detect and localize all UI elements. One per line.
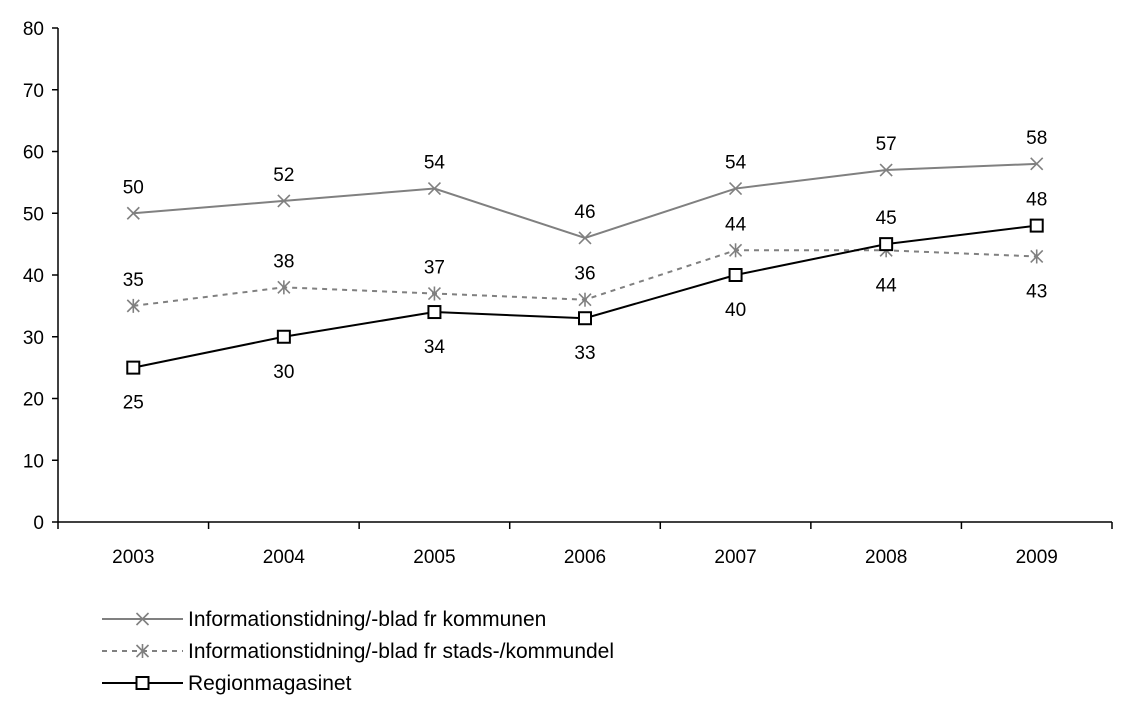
data-label-series-1: 46 — [574, 202, 595, 223]
data-point-series-2 — [126, 298, 140, 313]
data-point-series-2 — [427, 286, 441, 301]
marker-stroke — [1030, 157, 1044, 171]
data-point-series-2 — [277, 280, 291, 295]
y-tick-label: 70 — [23, 81, 44, 102]
legend-item-1: Informationstidning/-blad fr kommunen — [102, 608, 546, 631]
marker-stroke — [729, 181, 743, 196]
data-point-series-2 — [729, 243, 743, 258]
data-label-series-1: 54 — [424, 153, 446, 174]
x-tick-label: 2007 — [714, 547, 756, 568]
data-label-series-1: 58 — [1026, 128, 1047, 149]
y-tick-label: 30 — [23, 328, 44, 349]
data-point-series-3 — [879, 237, 894, 252]
legend: Informationstidning/-blad fr kommunen Inf… — [102, 608, 614, 695]
y-tick-label: 10 — [23, 451, 44, 472]
x-tick-label: 2006 — [564, 547, 606, 568]
data-label-series-1: 52 — [273, 165, 294, 186]
data-point-series-1 — [427, 181, 441, 196]
x-tick-label: 2008 — [865, 547, 907, 568]
data-label-series-1: 54 — [725, 153, 747, 174]
data-label-series-2: 43 — [1026, 281, 1047, 302]
data-point-series-1 — [126, 206, 140, 220]
data-label-series-3: 45 — [876, 208, 897, 229]
data-point-series-1 — [578, 231, 592, 245]
data-label-series-2: 37 — [424, 258, 445, 279]
legend-label: Informationstidning/-blad fr kommunen — [188, 608, 546, 631]
data-label-series-2: 44 — [876, 275, 898, 296]
data-label-series-3: 25 — [123, 393, 144, 414]
x-tick-label: 2005 — [413, 547, 455, 568]
data-label-series-3: 48 — [1026, 190, 1047, 211]
marker-stroke — [427, 181, 441, 196]
legend-marker — [135, 676, 150, 690]
legend-item-2: Informationstidning/-blad fr stads-/komm… — [102, 640, 614, 663]
data-label-series-1: 50 — [123, 177, 144, 198]
data-point-series-2 — [578, 292, 592, 307]
marker-stroke — [879, 163, 893, 177]
data-point-series-3 — [276, 329, 291, 344]
data-label-series-3: 33 — [574, 343, 595, 364]
data-point-series-1 — [277, 194, 291, 208]
data-label-series-2: 36 — [574, 264, 595, 285]
y-tick-label: 80 — [23, 19, 44, 40]
data-point-series-2 — [1030, 249, 1044, 264]
y-tick-label: 40 — [23, 266, 44, 287]
y-tick-label: 20 — [23, 390, 44, 411]
marker-stroke — [126, 206, 140, 220]
data-label-series-3: 34 — [424, 337, 446, 358]
data-point-series-1 — [1030, 157, 1044, 171]
marker-stroke — [277, 194, 291, 208]
x-tick-label: 2009 — [1016, 547, 1058, 568]
data-point-series-3 — [126, 360, 141, 375]
data-point-series-3 — [1029, 218, 1044, 233]
marker-stroke — [578, 231, 592, 245]
data-label-series-1: 57 — [876, 134, 897, 155]
y-tick-label: 50 — [23, 204, 44, 225]
x-tick-label: 2004 — [263, 547, 306, 568]
legend-label: Informationstidning/-blad fr stads-/komm… — [188, 640, 614, 663]
data-point-series-3 — [427, 305, 442, 320]
data-point-series-1 — [729, 181, 743, 196]
data-label-series-2: 38 — [273, 251, 294, 272]
legend-item-3: Regionmagasinet — [102, 672, 352, 695]
legend-label: Regionmagasinet — [188, 672, 352, 695]
legend-marker — [135, 612, 150, 626]
data-label-series-3: 40 — [725, 300, 746, 321]
series-line-1 — [133, 162, 1037, 240]
data-label-series-3: 30 — [273, 362, 294, 383]
y-tick-label: 60 — [23, 143, 44, 164]
marker-stroke — [135, 612, 150, 626]
y-tick-label: 0 — [33, 513, 44, 534]
data-point-series-3 — [578, 311, 592, 326]
data-point-series-3 — [728, 268, 743, 282]
legend-marker — [135, 644, 150, 658]
data-label-series-2: 35 — [123, 270, 144, 291]
x-tick-label: 2003 — [112, 547, 154, 568]
data-point-series-1 — [879, 163, 893, 177]
data-label-series-2: 44 — [725, 214, 747, 235]
